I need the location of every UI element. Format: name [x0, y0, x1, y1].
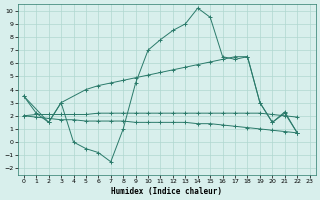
X-axis label: Humidex (Indice chaleur): Humidex (Indice chaleur) [111, 187, 222, 196]
